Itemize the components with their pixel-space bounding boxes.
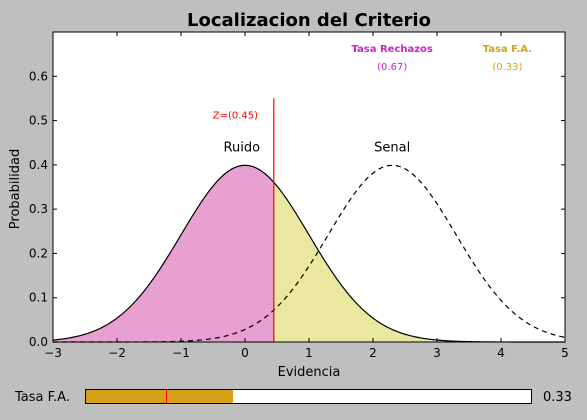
y-tick-label: 0.5 [29,114,48,128]
x-tick-label: 1 [305,346,313,360]
rate-title-tasa-f-a: Tasa F.A. [483,44,532,55]
chart-title: Localizacion del Criterio [187,10,431,31]
y-tick-label: 0.4 [29,158,48,172]
x-tick-label: 0 [241,346,249,360]
annotations: Ruido Senal Z=(0.45) Tasa Rechazos (0.67) Tas… [213,44,532,156]
slider-label: Tasa F.A. [15,390,70,405]
x-tick-label: −1 [172,346,190,360]
rate-value-tasa-f-a: (0.33) [492,62,522,73]
false-alarm-rate-slider[interactable] [85,389,532,404]
annotation-ruido: Ruido [224,141,261,156]
x-axis-label: Evidencia [278,365,341,380]
y-tick-label: 0.3 [29,202,48,216]
chart: Localizacion del Criterio Ruido Senal Z=(0… [8,10,569,380]
rate-title-tasa-rechazos: Tasa Rechazos [352,44,433,55]
x-tick-label: 4 [497,346,505,360]
slider-row: Tasa F.A. 0.33 [0,384,587,410]
region-correct-rejection [53,165,274,342]
region-false-alarm [273,182,565,342]
y-tick-label: 0.2 [29,246,48,260]
annotation-senal: Senal [374,141,410,156]
x-tick-label: −3 [44,346,62,360]
y-tick-label: 0.6 [29,69,48,83]
slider-value: 0.33 [543,390,572,405]
slider-initial-marker [166,390,168,403]
annotation-z-0-45: Z=(0.45) [213,110,258,121]
shaded-regions [53,165,565,342]
y-tick-label: 0.1 [29,291,48,305]
rate-value-tasa-rechazos: (0.67) [377,62,407,73]
slider-fill [86,390,233,403]
y-axis-label: Probabilidad [8,149,23,229]
x-tick-label: 5 [561,346,569,360]
x-tick-label: −2 [108,346,126,360]
x-tick-label: 3 [433,346,441,360]
y-tick-label: 0.0 [29,335,48,349]
axis-ticks: −3 −2 −1 0 1 2 3 4 5 0.0 0.1 0.2 0.3 0.4 0.5 0.6 [29,32,569,360]
x-tick-label: 2 [369,346,377,360]
